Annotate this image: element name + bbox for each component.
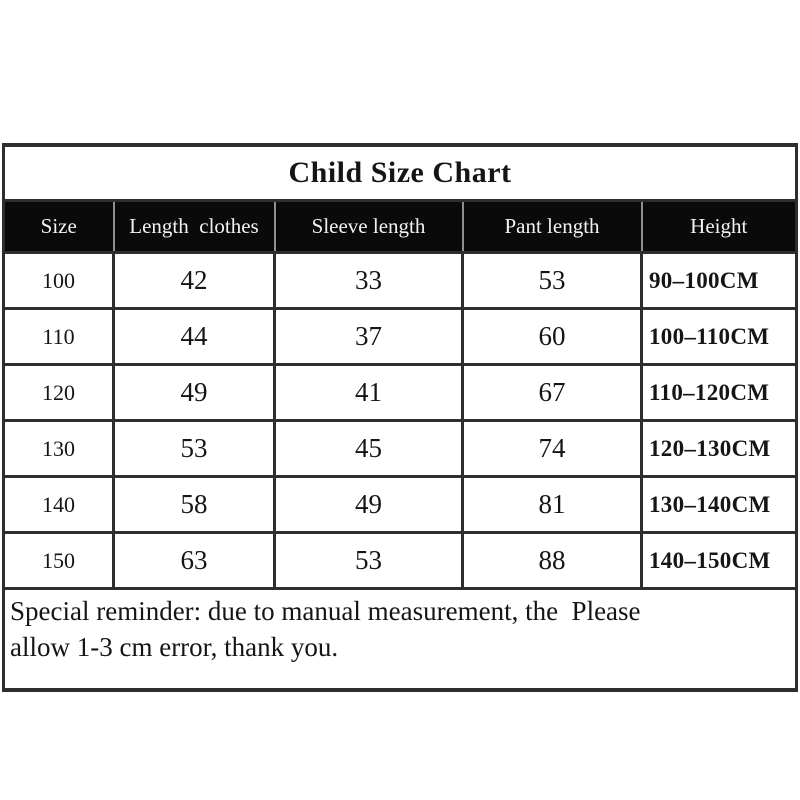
table-row: 130 53 45 74 120–130CM — [2, 419, 798, 478]
note-line-1: Special reminder: due to manual measurem… — [10, 596, 641, 626]
table-cell: 37 — [273, 307, 464, 366]
table-cell: 88 — [461, 531, 643, 590]
table-cell: 140–150CM — [640, 531, 798, 590]
table-cell: 130 — [2, 419, 115, 478]
table-cell: 120–130CM — [640, 419, 798, 478]
header-cell-pant-length: Pant length — [461, 199, 643, 254]
table-cell: 53 — [273, 531, 464, 590]
table-cell: 81 — [461, 475, 643, 534]
table-cell: 63 — [112, 531, 276, 590]
table-cell: 49 — [273, 475, 464, 534]
table-cell: 130–140CM — [640, 475, 798, 534]
table-cell: 45 — [273, 419, 464, 478]
chart-title: Child Size Chart — [2, 143, 798, 202]
table-cell: 110 — [2, 307, 115, 366]
table-cell: 67 — [461, 363, 643, 422]
table-row: 150 63 53 88 140–150CM — [2, 531, 798, 590]
table-cell: 58 — [112, 475, 276, 534]
table-cell: 42 — [112, 251, 276, 310]
table-cell: 33 — [273, 251, 464, 310]
table-cell: 110–120CM — [640, 363, 798, 422]
table-cell: 60 — [461, 307, 643, 366]
table-row: 100 42 33 53 90–100CM — [2, 251, 798, 310]
header-cell-size: Size — [2, 199, 115, 254]
table-cell: 41 — [273, 363, 464, 422]
table-row: 140 58 49 81 130–140CM — [2, 475, 798, 534]
size-chart-table: Child Size Chart Size Length clothes Sleev… — [2, 143, 798, 692]
table-cell: 150 — [2, 531, 115, 590]
header-cell-height: Height — [640, 199, 798, 254]
table-row: 110 44 37 60 100–110CM — [2, 307, 798, 366]
header-cell-length-clothes: Length clothes — [112, 199, 276, 254]
table-cell: 120 — [2, 363, 115, 422]
table-cell: 74 — [461, 419, 643, 478]
note-line-2: allow 1-3 cm error, thank you. — [10, 631, 339, 662]
table-cell: 49 — [112, 363, 276, 422]
header-cell-sleeve-length: Sleeve length — [273, 199, 464, 254]
table-row: 120 49 41 67 110–120CM — [2, 363, 798, 422]
title-row: Child Size Chart — [2, 143, 798, 202]
table-cell: 140 — [2, 475, 115, 534]
table-cell: 90–100CM — [640, 251, 798, 310]
special-reminder-note: Special reminder: due to manual measurem… — [2, 587, 798, 692]
size-rows: 100 42 33 53 90–100CM 110 44 37 60 100–110CM 120 49… — [2, 251, 798, 590]
header-row: Size Length clothes Sleeve length Pant leng… — [2, 199, 798, 254]
table-cell: 100 — [2, 251, 115, 310]
table-cell: 44 — [112, 307, 276, 366]
size-chart: Child Size Chart Size Length clothes Sleev… — [2, 143, 798, 692]
note-row: Special reminder: due to manual measurem… — [2, 587, 798, 692]
table-cell: 100–110CM — [640, 307, 798, 366]
table-cell: 53 — [112, 419, 276, 478]
table-cell: 53 — [461, 251, 643, 310]
